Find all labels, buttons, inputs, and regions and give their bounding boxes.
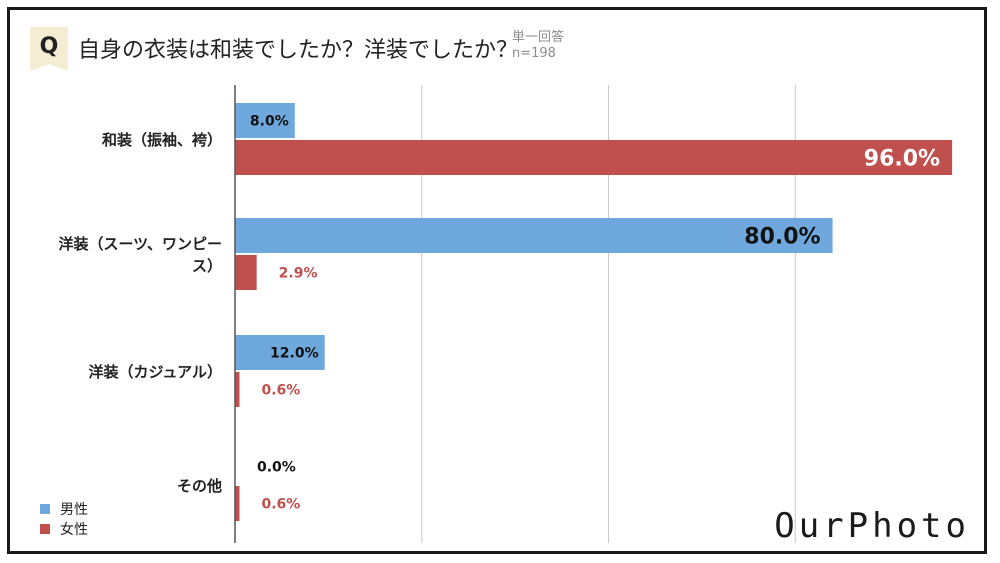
bar-female — [235, 255, 257, 290]
survey-meta: 単一回答 n=198 — [512, 30, 564, 62]
chart-frame — [7, 7, 987, 554]
category-label: ス） — [192, 257, 222, 275]
category-label: その他 — [177, 477, 222, 495]
sample-size: n=198 — [512, 46, 556, 61]
bar-female — [235, 486, 240, 521]
question-text: 自身の衣装は和装でしたか？洋装でしたか？ — [78, 38, 519, 63]
category-label: 洋装（スーツ、ワンピー — [58, 235, 222, 253]
legend-swatch-female — [40, 524, 50, 534]
value-label-male: 12.0% — [270, 346, 319, 362]
legend-item-female: 女性 — [40, 519, 88, 539]
bar-male — [235, 103, 295, 138]
value-label-female: 2.9% — [279, 266, 318, 282]
legend-swatch-male — [40, 504, 50, 514]
legend-label-male: 男性 — [60, 502, 88, 518]
question-badge: Q — [30, 27, 68, 71]
brand-logo: OurPhoto — [774, 506, 970, 546]
bar-male — [235, 335, 325, 370]
value-label-female: 96.0% — [864, 146, 940, 171]
answer-type: 単一回答 — [512, 30, 565, 45]
value-label-male: 0.0% — [257, 460, 296, 476]
value-label-female: 0.6% — [261, 497, 300, 513]
category-label: 和装（振袖、袴） — [102, 131, 222, 149]
bar-female — [235, 140, 953, 175]
bar-female — [235, 372, 240, 407]
value-label-male: 80.0% — [744, 224, 820, 249]
bar-male — [235, 218, 833, 253]
legend-item-male: 男性 — [40, 499, 88, 519]
value-label-female: 0.6% — [261, 383, 300, 399]
legend-label-female: 女性 — [60, 522, 88, 538]
category-label: 洋装（カジュアル） — [88, 363, 222, 381]
legend: 男性 女性 — [40, 499, 88, 539]
value-label-male: 8.0% — [250, 114, 289, 130]
